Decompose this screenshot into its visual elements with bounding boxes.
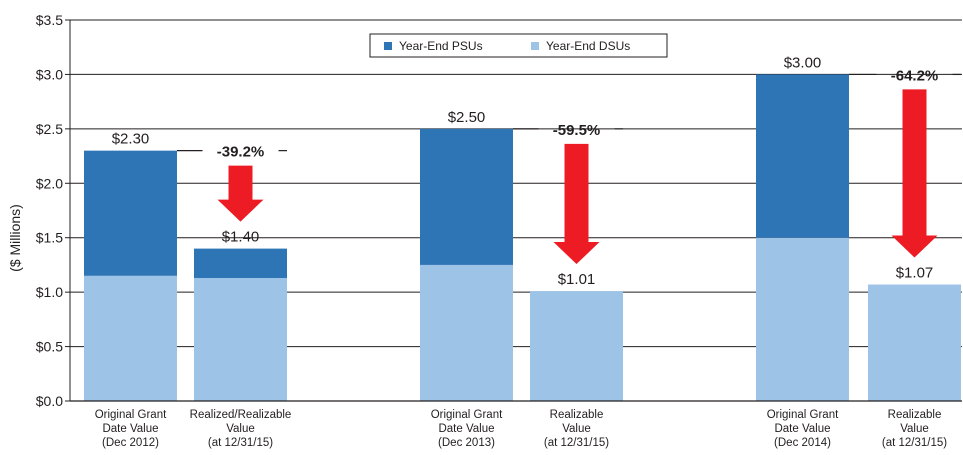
y-tick-label: $2.5 xyxy=(36,121,63,137)
bar-segment-year-end-dsus xyxy=(530,291,623,401)
x-category-line: (at 12/31/15) xyxy=(544,437,609,449)
bar-segment-year-end-dsus xyxy=(420,264,513,401)
bar-segment-year-end-dsus xyxy=(84,275,177,401)
y-tick-label: $0.5 xyxy=(36,339,63,355)
y-tick-label: $1.0 xyxy=(36,284,63,300)
percent-change-label: -59.5% xyxy=(553,122,601,139)
y-axis: $0.0 $0.5 $1.0 $1.5 $2.0 $2.5 $3.0 $3.5 xyxy=(36,12,71,409)
bar-segment-year-end-dsus xyxy=(868,284,961,401)
x-category-label: Realized/Realizable Value (at 12/31/15) xyxy=(190,409,292,449)
x-category-label: Realizable Value (at 12/31/15) xyxy=(882,409,947,449)
x-category-line: Value xyxy=(900,423,929,435)
x-category-line: (at 12/31/15) xyxy=(208,437,273,449)
x-category-line: Value xyxy=(562,423,591,435)
y-tick-label: $3.0 xyxy=(36,66,63,82)
x-category-line: Value xyxy=(226,423,255,435)
y-axis-label: ($ Millions) xyxy=(7,204,23,272)
x-category-line: (Dec 2013) xyxy=(438,437,495,449)
decrease-arrow-icon xyxy=(891,89,938,258)
annotations: -39.2% -59.5% -64.2% xyxy=(177,67,961,265)
bar-total-label: $1.07 xyxy=(896,265,934,282)
x-category-line: Original Grant xyxy=(767,409,839,421)
y-tick-label: $3.5 xyxy=(36,12,63,28)
x-category-label: Original Grant Date Value (Dec 2013) xyxy=(431,409,503,449)
y-tick-label: $2.0 xyxy=(36,175,63,191)
x-category-line: Date Value xyxy=(102,423,158,435)
x-category-label: Original Grant Date Value (Dec 2014) xyxy=(767,409,839,449)
legend: Year-End PSUs Year-End DSUs xyxy=(369,33,668,58)
x-category-line: Original Grant xyxy=(95,409,167,421)
bar-segment-year-end-dsus xyxy=(756,237,849,401)
legend-label: Year-End PSUs xyxy=(399,39,483,53)
bars: $2.30 $1.40 $2.50 $1.01 $3.00 $1.07 xyxy=(84,54,961,401)
bar-segment-year-end-dsus xyxy=(194,277,287,401)
y-tick-label: $1.5 xyxy=(36,230,63,246)
legend-label: Year-End DSUs xyxy=(546,39,630,53)
bar-segment-year-end-psus xyxy=(84,150,177,276)
bar-segment-year-end-psus xyxy=(756,74,849,238)
x-category-line: (Dec 2014) xyxy=(774,437,831,449)
legend-swatch xyxy=(531,42,539,50)
bar-total-label: $3.00 xyxy=(784,54,822,71)
x-category-label: Original Grant Date Value (Dec 2012) xyxy=(95,409,167,449)
decrease-arrow-icon xyxy=(553,143,600,265)
legend-swatch xyxy=(384,42,392,50)
bar-segment-year-end-psus xyxy=(420,128,513,265)
x-category-line: Realizable xyxy=(888,409,942,421)
bar-total-label: $2.50 xyxy=(448,109,486,126)
x-category-line: Original Grant xyxy=(431,409,503,421)
legend-box xyxy=(369,33,668,58)
x-category-line: Realized/Realizable xyxy=(190,409,292,421)
x-category-line: Date Value xyxy=(774,423,830,435)
bar-total-label: $1.01 xyxy=(558,271,596,288)
bar-total-label: $1.40 xyxy=(222,229,260,246)
x-category-line: Realizable xyxy=(550,409,604,421)
x-category-line: (Dec 2012) xyxy=(102,437,159,449)
bar-segment-year-end-psus xyxy=(194,248,287,278)
bar-total-label: $2.30 xyxy=(112,131,150,148)
y-tick-label: $0.0 xyxy=(36,393,63,409)
decrease-arrow-icon xyxy=(217,165,264,222)
percent-change-label: -64.2% xyxy=(891,67,939,84)
percent-change-label: -39.2% xyxy=(217,144,265,161)
x-category-line: (at 12/31/15) xyxy=(882,437,947,449)
x-axis: Original Grant Date Value (Dec 2012) Realiz… xyxy=(70,400,962,449)
x-category-line: Date Value xyxy=(438,423,494,435)
x-category-label: Realizable Value (at 12/31/15) xyxy=(544,409,609,449)
